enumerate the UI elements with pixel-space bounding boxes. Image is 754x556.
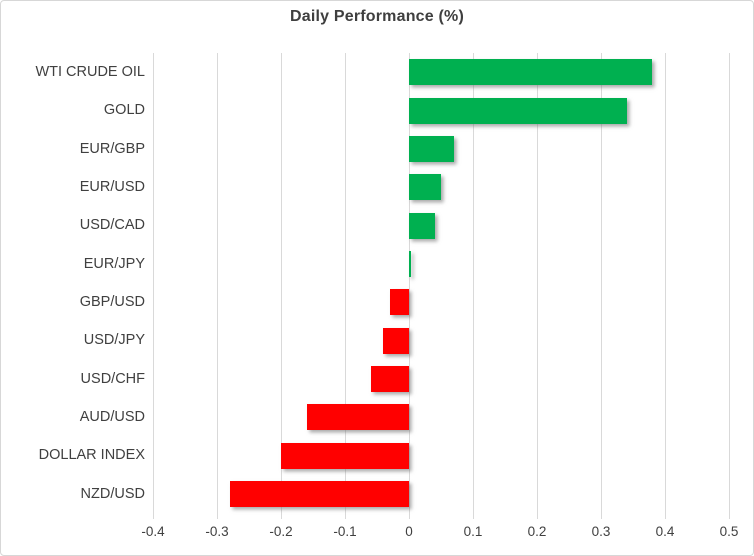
category-label-usd-jpy: USD/JPY [83, 332, 145, 349]
category-label-eur-gbp: EUR/GBP [79, 140, 145, 157]
bar-eur-jpy [409, 250, 411, 277]
category-label-aud-usd: AUD/USD [79, 409, 145, 426]
x-tick-label: 0.1 [463, 524, 483, 539]
gridline [729, 53, 730, 519]
category-label-eur-jpy: EUR/JPY [83, 255, 145, 272]
x-tick-label: 0.4 [655, 524, 675, 539]
gridline [473, 53, 474, 519]
category-label-wti-crude-oil: WTI CRUDE OIL [35, 64, 145, 81]
bar-gbp-usd [389, 289, 409, 316]
bar-usd-jpy [383, 327, 409, 354]
bar-nzd-usd [229, 480, 409, 507]
bar-wti-crude-oil [409, 59, 653, 86]
bar-usd-chf [370, 365, 409, 392]
category-label-usd-cad: USD/CAD [79, 217, 145, 234]
x-tick-label: -0.2 [269, 524, 293, 539]
x-tick-label: 0.2 [527, 524, 547, 539]
gridline [537, 53, 538, 519]
bar-eur-gbp [409, 135, 454, 162]
x-tick-label: -0.1 [333, 524, 357, 539]
gridline [601, 53, 602, 519]
x-tick-label: -0.4 [141, 524, 165, 539]
category-label-eur-usd: EUR/USD [79, 179, 145, 196]
gridline [665, 53, 666, 519]
bar-dollar-index [281, 442, 409, 469]
bar-gold [409, 97, 627, 124]
category-label-gbp-usd: GBP/USD [79, 294, 145, 311]
bar-aud-usd [306, 404, 409, 431]
category-label-usd-chf: USD/CHF [80, 370, 145, 387]
bar-eur-usd [409, 174, 441, 201]
gridline [217, 53, 218, 519]
x-tick-label: 0.5 [719, 524, 739, 539]
chart-title: Daily Performance (%) [289, 8, 465, 25]
gridline [153, 53, 154, 519]
x-tick-label: -0.3 [205, 524, 229, 539]
category-label-nzd-usd: NZD/USD [80, 485, 145, 502]
bar-usd-cad [409, 212, 435, 239]
gridline [409, 53, 410, 519]
category-label-gold: GOLD [103, 102, 145, 119]
category-label-dollar-index: DOLLAR INDEX [38, 447, 145, 464]
x-tick-label: 0 [405, 524, 413, 539]
gridline [281, 53, 282, 519]
x-tick-label: 0.3 [591, 524, 611, 539]
gridline [345, 53, 346, 519]
